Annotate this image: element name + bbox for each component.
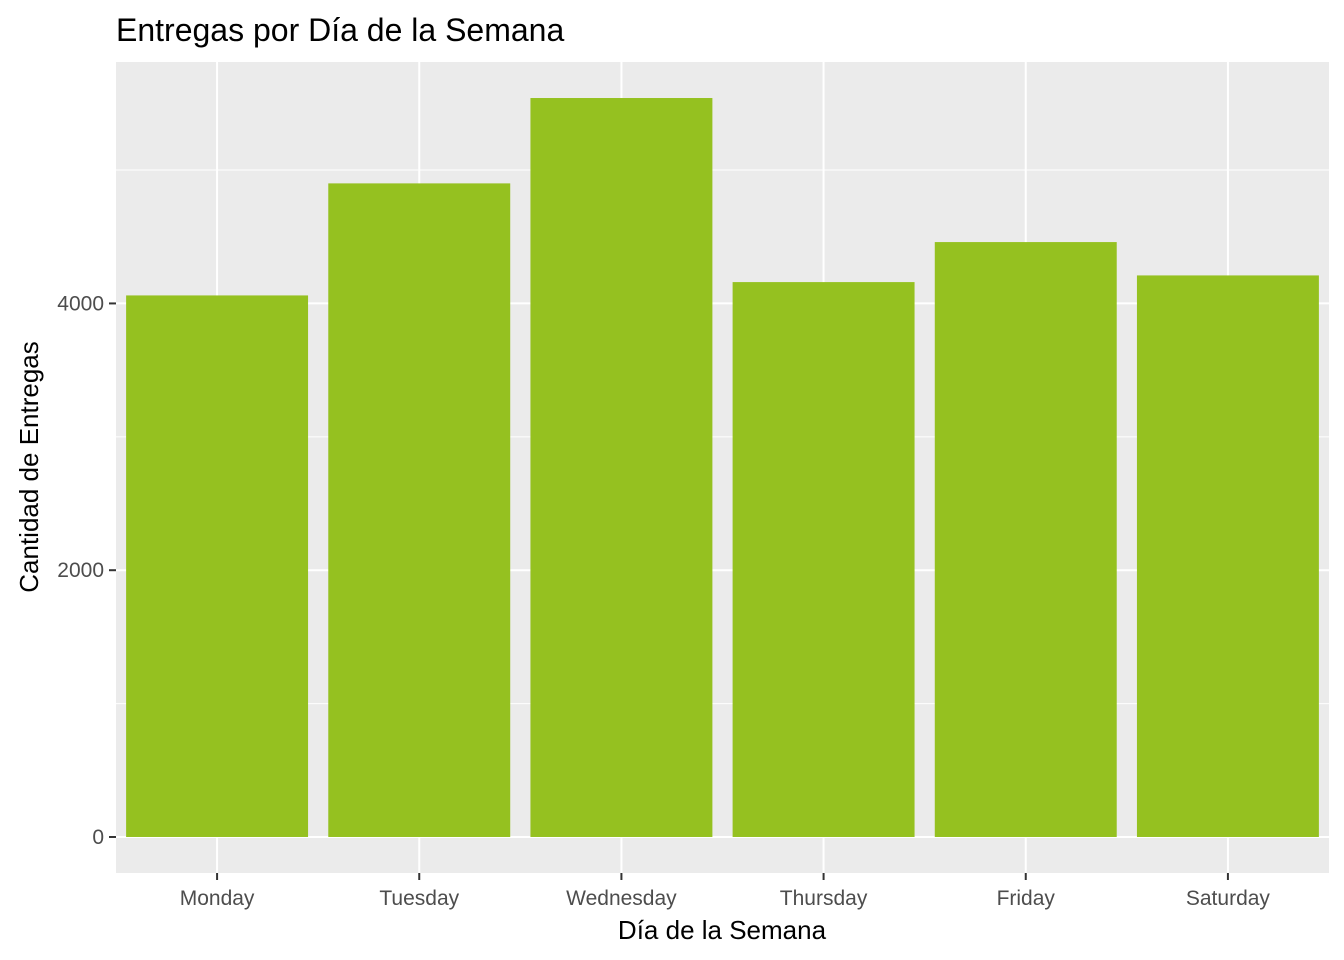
plot-panel bbox=[116, 62, 1329, 873]
y-axis-label: Cantidad de Entregas bbox=[14, 341, 44, 593]
x-axis-ticks: Monday Tuesday Wednesday Thursday Friday Satu… bbox=[180, 873, 1271, 910]
x-tick-label-saturday: Saturday bbox=[1186, 887, 1271, 910]
y-tick-label: 4000 bbox=[57, 292, 104, 315]
y-tick-label: 2000 bbox=[57, 559, 104, 582]
bar-thursday bbox=[732, 282, 915, 837]
bar-tuesday bbox=[328, 183, 511, 837]
x-tick-label-friday: Friday bbox=[997, 887, 1056, 910]
bar-monday bbox=[126, 295, 309, 837]
bar-friday bbox=[934, 242, 1117, 837]
x-tick-label-tuesday: Tuesday bbox=[379, 887, 459, 910]
y-axis-ticks: 0 2000 4000 bbox=[57, 292, 116, 849]
x-tick-label-monday: Monday bbox=[180, 887, 255, 910]
x-tick-label-thursday: Thursday bbox=[780, 887, 868, 910]
bar-saturday bbox=[1136, 275, 1319, 837]
bar-wednesday bbox=[530, 98, 713, 837]
y-tick-label: 0 bbox=[92, 826, 104, 849]
x-axis-label: Día de la Semana bbox=[618, 915, 827, 945]
x-tick-label-wednesday: Wednesday bbox=[566, 887, 677, 910]
bars bbox=[126, 98, 1319, 837]
chart-title: Entregas por Día de la Semana bbox=[116, 12, 564, 48]
